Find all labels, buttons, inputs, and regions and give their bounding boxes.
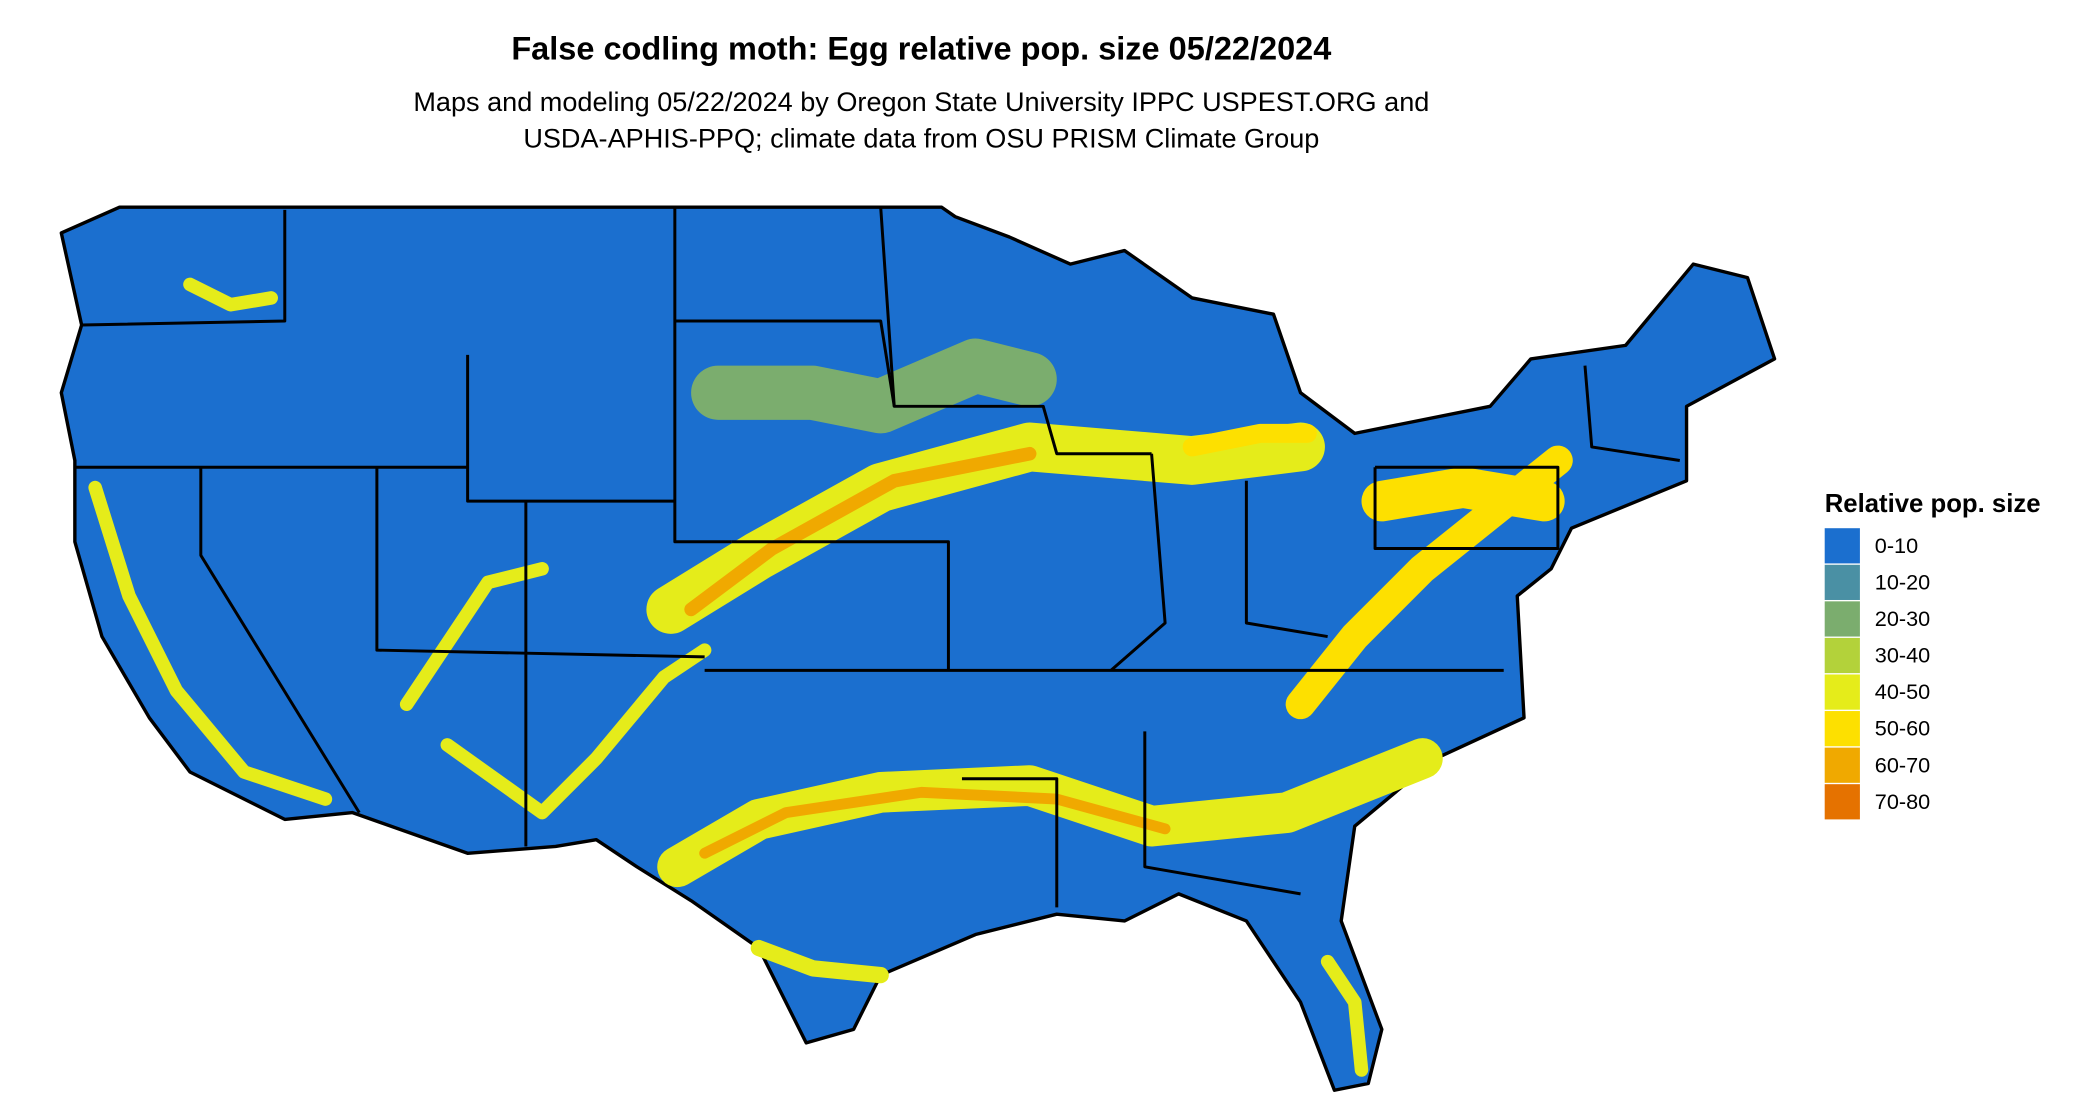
band-40-50 <box>399 562 549 712</box>
state-border <box>199 467 361 814</box>
band-40-50 <box>1320 954 1369 1077</box>
legend-swatch <box>1824 747 1860 783</box>
legend-label: 60-70 <box>1875 752 1930 777</box>
state-border <box>81 209 287 327</box>
legend-swatch <box>1824 784 1860 820</box>
state-border <box>375 467 705 659</box>
state-border <box>731 540 950 671</box>
band-50-60 <box>1182 423 1317 457</box>
band-40-50 <box>440 643 712 820</box>
band-60-70 <box>684 446 1037 617</box>
state-border <box>879 207 1152 456</box>
state-border <box>1244 480 1328 639</box>
state-border <box>673 207 732 544</box>
legend-swatch <box>1824 637 1860 674</box>
legend-label: 30-40 <box>1875 643 1930 668</box>
legend: Relative pop. size 0-10 10-20 20-30 30-40 40… <box>1824 490 2041 820</box>
legend-title: Relative pop. size <box>1825 490 2041 518</box>
map-title: False codling moth: Egg relative pop. si… <box>511 31 1331 67</box>
state-border <box>1583 365 1681 462</box>
legend-label: 20-30 <box>1875 606 1930 631</box>
legend-swatch <box>1824 601 1860 637</box>
state-border <box>1373 465 1560 551</box>
legend-swatch <box>1824 674 1860 710</box>
us-map <box>59 205 1777 1092</box>
band-40-50 <box>88 480 333 806</box>
legend-swatch <box>1824 528 1860 564</box>
us-outline <box>59 205 1777 1092</box>
legend-label: 40-50 <box>1875 679 1930 704</box>
state-borders <box>74 207 1681 908</box>
legend-swatch <box>1824 711 1860 747</box>
state-border <box>961 777 1059 908</box>
legend-label: 70-80 <box>1875 789 1930 814</box>
band-20-30 <box>691 338 1057 434</box>
legend-label: 0-10 <box>1875 533 1918 558</box>
legend-label: 10-20 <box>1875 569 1930 594</box>
band-40-50 <box>750 939 889 984</box>
map-subtitle: Maps and modeling 05/22/2024 by Oregon S… <box>413 86 1429 117</box>
state-border <box>466 354 675 503</box>
band-40-50 <box>183 277 279 312</box>
state-border <box>1143 731 1301 896</box>
band-40-50 <box>657 738 1443 888</box>
state-border <box>1109 453 1167 672</box>
band-60-70 <box>699 786 1171 859</box>
band-50-60 <box>1361 467 1565 522</box>
state-border <box>674 319 896 407</box>
risk-bands <box>88 277 1573 1077</box>
legend-swatch <box>1824 564 1860 600</box>
legend-label: 50-60 <box>1875 716 1930 741</box>
map-subtitle: USDA-APHIS-PPQ; climate data from OSU PR… <box>523 123 1319 154</box>
